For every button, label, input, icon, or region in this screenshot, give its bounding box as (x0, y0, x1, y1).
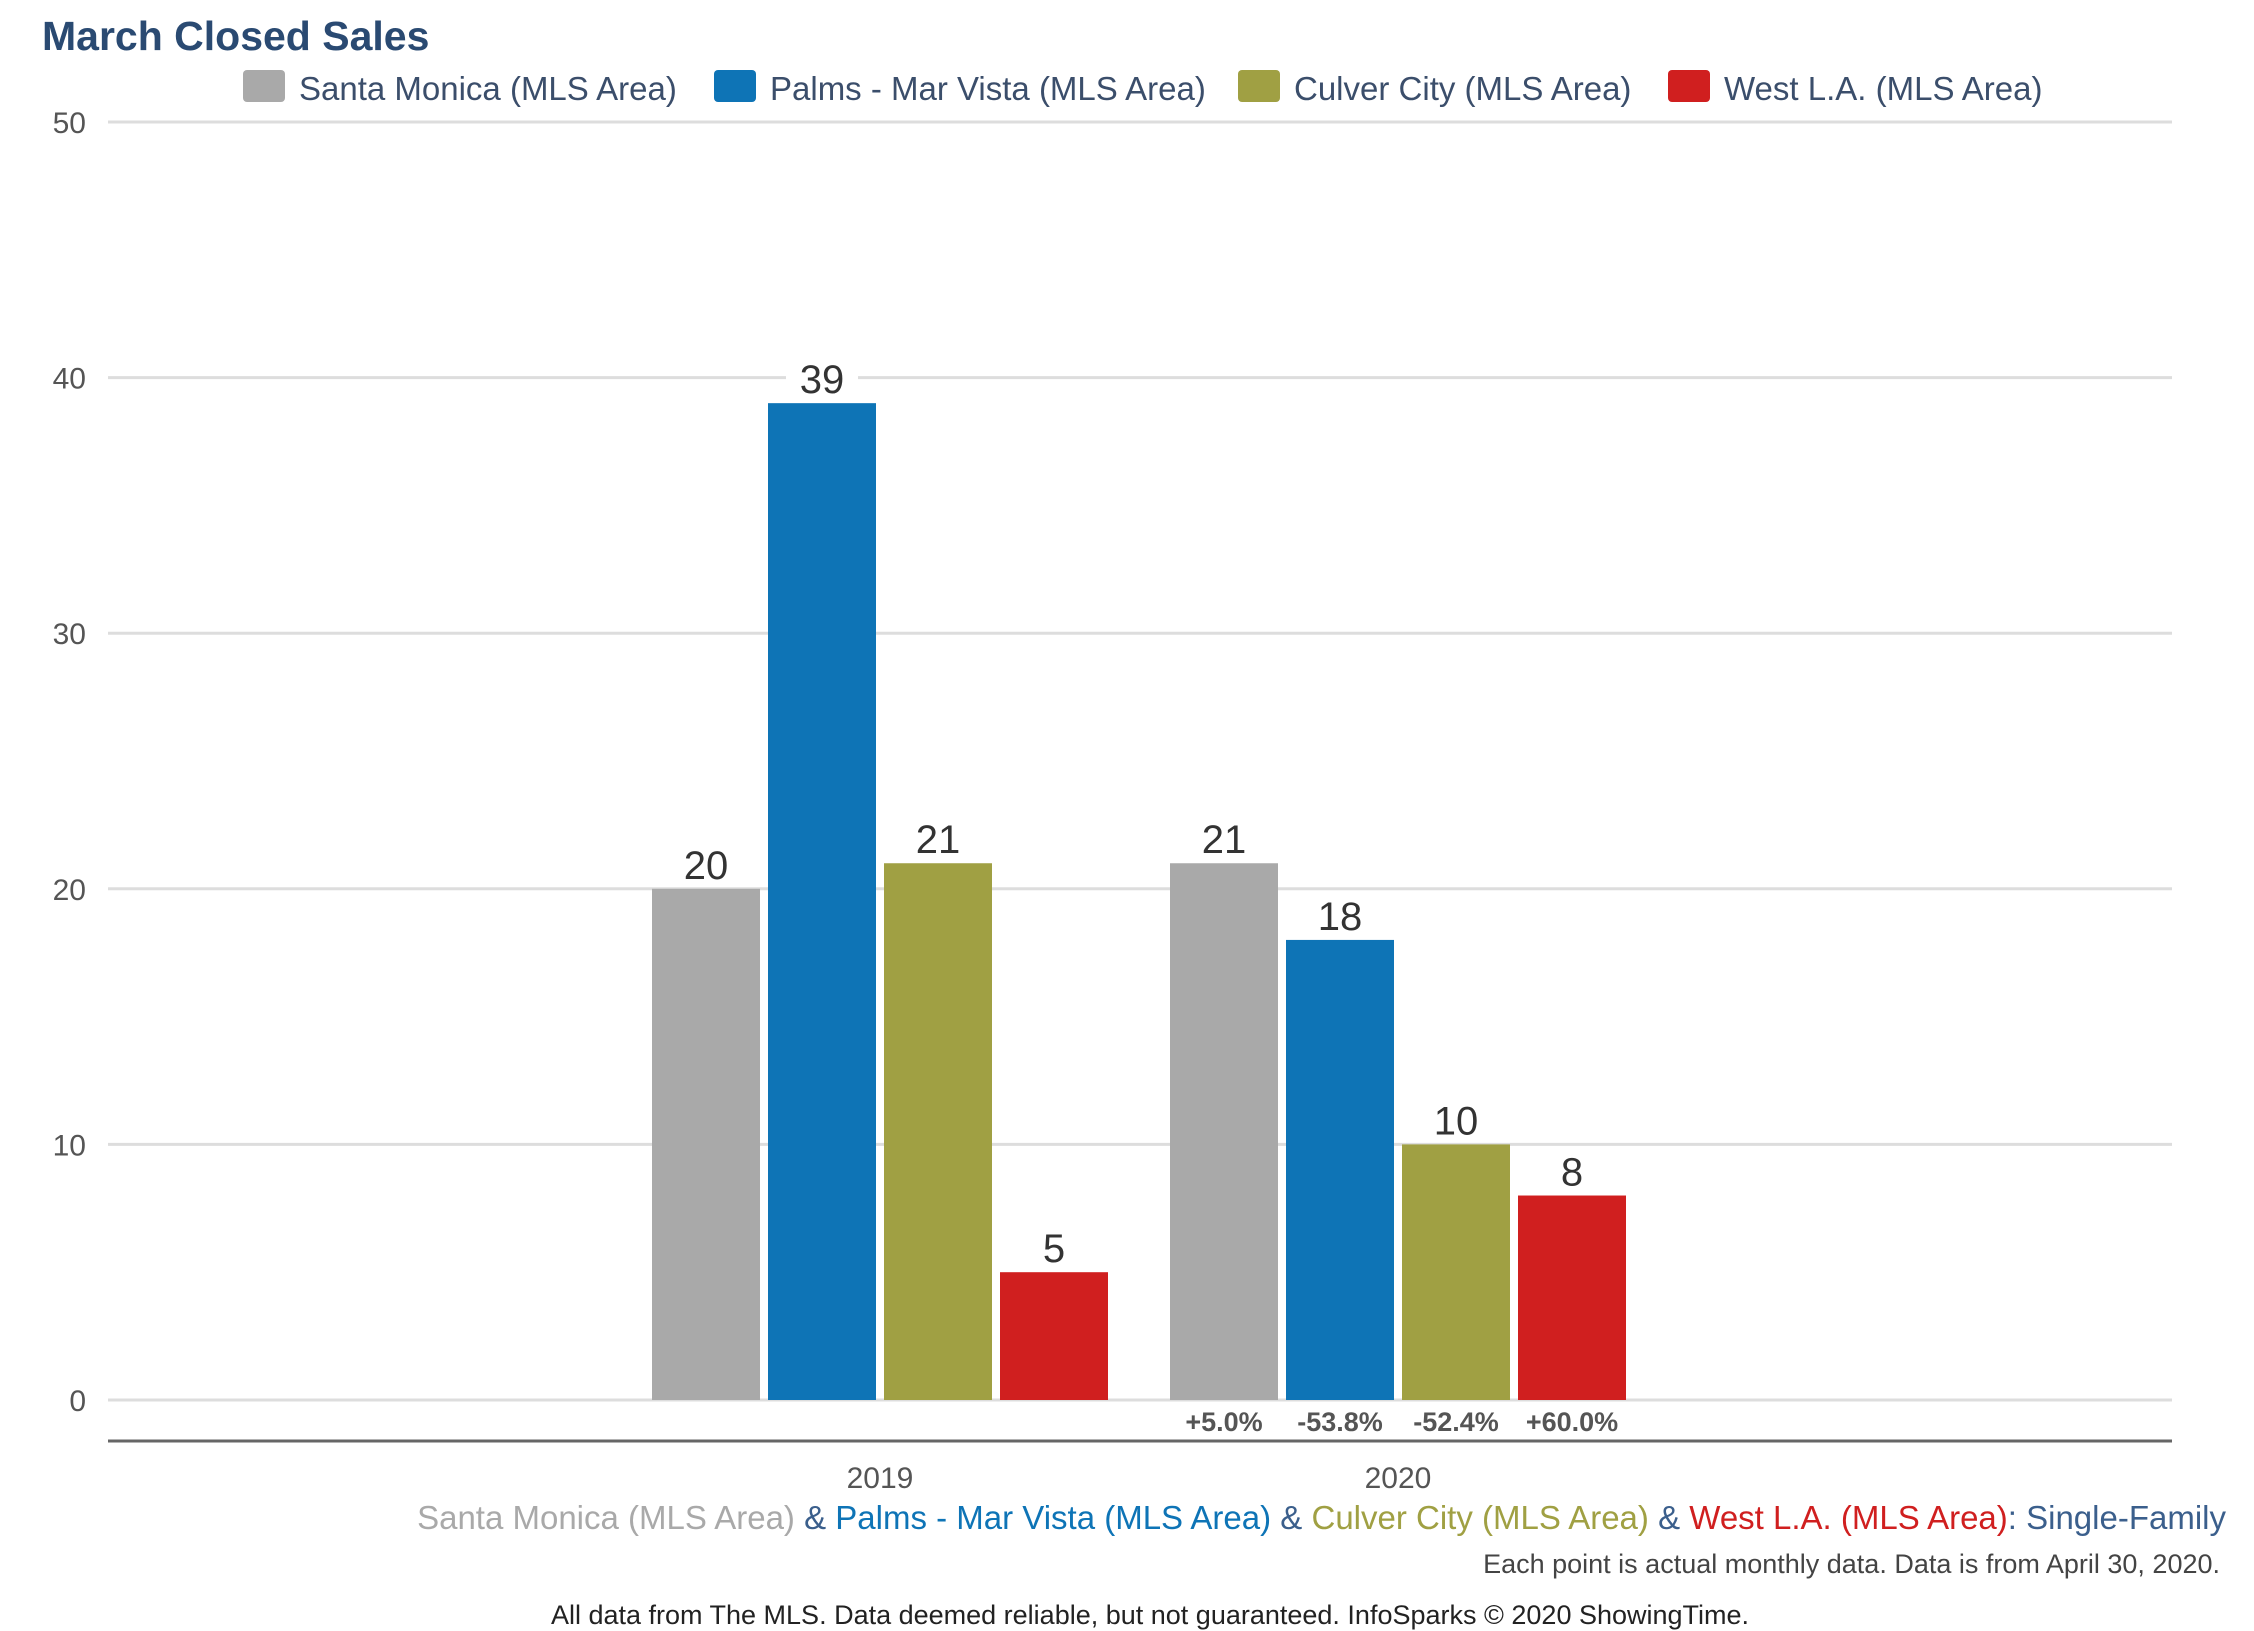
x-tick-label: 2020 (1365, 1462, 1432, 1495)
bars (652, 403, 1626, 1400)
bar (1518, 1195, 1626, 1400)
value-label-backing (1536, 1147, 1608, 1192)
value-label: 20 (684, 844, 729, 888)
subtitle-series-name: Santa Monica (MLS Area) (417, 1499, 795, 1536)
x-axis-ticks: 2019 2020 (847, 1462, 1432, 1495)
subtitle: Santa Monica (MLS Area) & Palms - Mar Vi… (417, 1499, 2226, 1536)
gridlines (108, 120, 2172, 1402)
subtitle-series-name: West L.A. (MLS Area) (1689, 1499, 2008, 1536)
value-label: 8 (1561, 1151, 1583, 1195)
change-labels: +5.0% -53.8% -52.4% +60.0% (1185, 1407, 1618, 1437)
bar (1000, 1272, 1108, 1400)
subtitle-separator: & (1649, 1499, 1689, 1536)
chart-title: March Closed Sales (42, 13, 429, 59)
value-labels: 20 39 21 5 21 18 10 8 (670, 355, 1608, 1271)
subtitle-separator: & (1271, 1499, 1311, 1536)
subtitle-separator: & (795, 1499, 835, 1536)
y-tick-label: 30 (53, 618, 86, 651)
percent-change-label: +5.0% (1185, 1407, 1262, 1437)
legend-label: Culver City (MLS Area) (1294, 70, 1631, 107)
bar (1170, 863, 1278, 1400)
value-label: 21 (1202, 818, 1247, 862)
legend-label: West L.A. (MLS Area) (1724, 70, 2043, 107)
legend-label: Santa Monica (MLS Area) (299, 70, 677, 107)
value-label-backing (1188, 815, 1260, 860)
legend-swatch (1668, 70, 1710, 102)
legend-label: Palms - Mar Vista (MLS Area) (770, 70, 1206, 107)
subtitle-suffix: Single-Family (2026, 1499, 2226, 1536)
value-label: 5 (1043, 1227, 1065, 1271)
value-label-backing (670, 840, 742, 885)
y-tick-label: 10 (53, 1129, 86, 1162)
legend-swatch (243, 70, 285, 102)
y-tick-label: 50 (53, 107, 86, 140)
legend: Santa Monica (MLS Area) Palms - Mar Vista… (243, 70, 2043, 107)
subtitle-series-name: Palms - Mar Vista (MLS Area) (835, 1499, 1271, 1536)
subtitle-separator: : (2008, 1499, 2026, 1536)
value-label: 21 (916, 818, 961, 862)
percent-change-label: +60.0% (1526, 1407, 1618, 1437)
value-label-backing (1304, 891, 1376, 936)
bar (768, 403, 876, 1400)
value-label-backing (1420, 1096, 1492, 1141)
y-tick-label: 0 (69, 1385, 86, 1418)
value-label: 10 (1434, 1099, 1479, 1143)
y-tick-label: 20 (53, 874, 86, 907)
bar (652, 888, 760, 1400)
percent-change-label: -53.8% (1297, 1407, 1383, 1437)
footer-credit: All data from The MLS. Data deemed relia… (551, 1600, 1749, 1630)
percent-change-label: -52.4% (1413, 1407, 1499, 1437)
legend-swatch (714, 70, 756, 102)
value-label: 18 (1318, 895, 1363, 939)
value-label-backing (786, 355, 858, 400)
y-axis-ticks: 0 10 20 30 40 50 (53, 107, 86, 1418)
value-label-backing (1018, 1224, 1090, 1269)
bar (1402, 1144, 1510, 1400)
subtitle-series-name: Culver City (MLS Area) (1311, 1499, 1648, 1536)
bar (884, 863, 992, 1400)
value-label: 39 (800, 358, 845, 402)
y-tick-label: 40 (53, 363, 86, 396)
x-tick-label: 2019 (847, 1462, 914, 1495)
data-note: Each point is actual monthly data. Data … (1483, 1549, 2220, 1579)
bar (1286, 939, 1394, 1400)
legend-swatch (1238, 70, 1280, 102)
value-label-backing (902, 815, 974, 860)
